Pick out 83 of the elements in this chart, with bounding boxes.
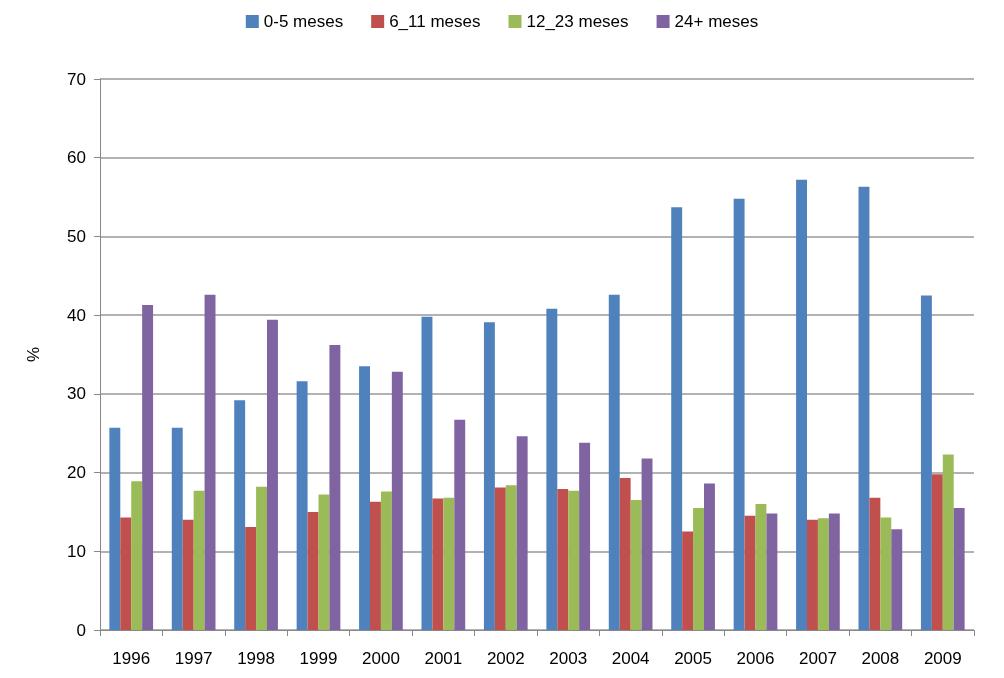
y-tick-label: 30 xyxy=(67,384,86,404)
bar xyxy=(817,518,829,630)
bar xyxy=(682,531,694,630)
bar xyxy=(505,485,517,630)
legend-label: 0-5 meses xyxy=(263,12,344,31)
bar xyxy=(391,371,403,630)
bar xyxy=(432,498,444,630)
bar xyxy=(546,308,558,630)
bar xyxy=(807,519,818,630)
bar xyxy=(858,186,870,630)
bar xyxy=(380,491,392,630)
legend-label: 24+ meses xyxy=(674,12,759,31)
bar xyxy=(568,490,580,630)
bar xyxy=(193,490,205,630)
bar xyxy=(608,294,620,630)
x-tick-label: 2000 xyxy=(362,649,400,668)
bar xyxy=(296,381,308,630)
bar xyxy=(182,519,194,630)
bar xyxy=(744,515,756,630)
bar xyxy=(494,487,506,630)
bar xyxy=(880,517,892,630)
bar xyxy=(359,366,370,630)
bar xyxy=(443,497,455,630)
bar xyxy=(641,458,653,630)
bar xyxy=(171,427,183,630)
bar xyxy=(953,507,965,630)
y-axis-title: % xyxy=(24,346,43,363)
y-tick-label: 60 xyxy=(67,148,86,168)
bar xyxy=(256,486,267,630)
bar xyxy=(421,316,433,630)
bar xyxy=(579,442,591,630)
y-tick-label: 10 xyxy=(67,541,86,561)
bar xyxy=(142,304,154,630)
x-tick-label: 2002 xyxy=(486,649,525,668)
x-tick-label: 2007 xyxy=(799,649,837,668)
bar xyxy=(120,517,132,630)
x-tick-label: 2009 xyxy=(923,649,962,668)
bar xyxy=(234,400,246,630)
bar xyxy=(318,494,330,630)
bar xyxy=(245,526,257,630)
x-tick-label: 2003 xyxy=(549,649,588,668)
bar xyxy=(557,489,569,630)
x-tick-label: 2006 xyxy=(736,649,775,668)
bar xyxy=(483,322,495,630)
bar xyxy=(766,513,778,630)
x-tick-label: 1998 xyxy=(237,649,275,668)
x-tick-label: 2008 xyxy=(861,649,900,668)
y-tick-label: 50 xyxy=(67,226,86,246)
bar xyxy=(204,294,216,630)
bar xyxy=(942,454,954,630)
bar xyxy=(828,513,840,630)
x-tick-label: 2001 xyxy=(424,649,463,668)
y-tick-label: 40 xyxy=(67,305,86,325)
bar xyxy=(370,501,381,630)
bar xyxy=(329,345,341,630)
bar xyxy=(131,481,143,630)
bar xyxy=(307,511,319,630)
bar xyxy=(755,504,767,630)
bar xyxy=(796,179,807,630)
y-tick-label: 20 xyxy=(67,463,86,483)
bar xyxy=(891,529,903,630)
bar xyxy=(516,436,528,630)
bar xyxy=(671,207,683,630)
legend-label: 12_23 meses xyxy=(526,12,629,31)
bar xyxy=(267,319,278,630)
bar xyxy=(454,419,466,630)
bar xyxy=(630,500,642,630)
x-tick-label: 1996 xyxy=(112,649,151,668)
y-tick-label: 0 xyxy=(76,620,86,640)
x-tick-label: 2004 xyxy=(611,649,650,668)
x-tick-label: 1997 xyxy=(174,649,213,668)
bar xyxy=(693,507,704,630)
x-tick-label: 2005 xyxy=(674,649,712,668)
y-tick-label: 70 xyxy=(67,69,86,89)
legend-label: 6_11 meses xyxy=(389,12,481,31)
bar xyxy=(619,478,631,630)
x-tick-label: 1999 xyxy=(299,649,338,668)
bar xyxy=(869,497,881,630)
bar xyxy=(931,474,943,630)
bar xyxy=(733,198,745,630)
bar xyxy=(109,427,121,630)
bar xyxy=(920,295,932,630)
bar xyxy=(704,483,715,630)
